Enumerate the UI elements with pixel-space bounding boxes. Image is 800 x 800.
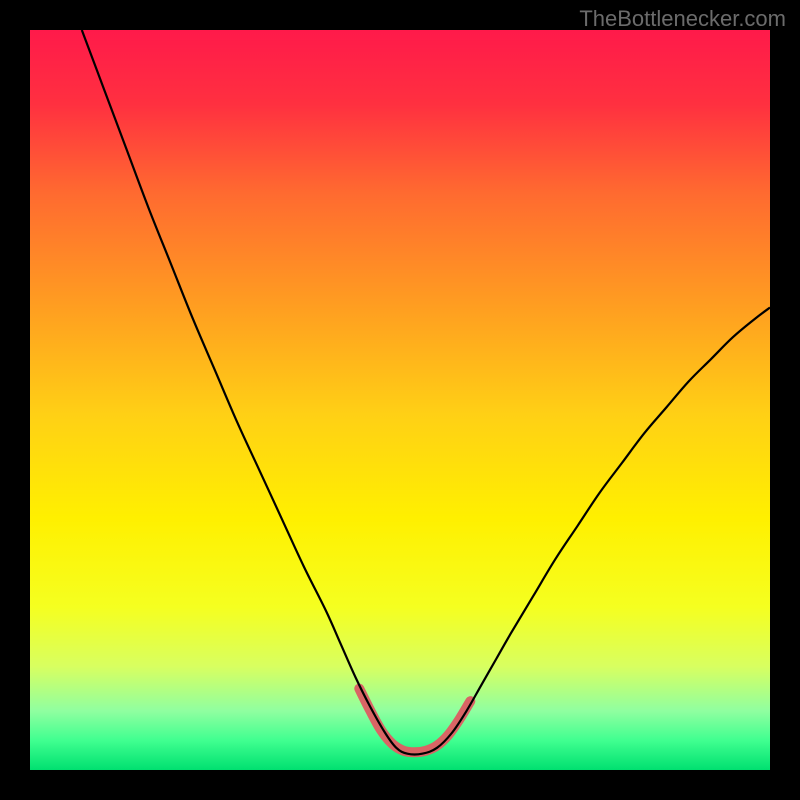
watermark-text: TheBottlenecker.com bbox=[579, 6, 786, 32]
plot-area bbox=[30, 30, 770, 770]
bottleneck-curve bbox=[82, 30, 770, 755]
curve-layer bbox=[30, 30, 770, 770]
chart-container: TheBottlenecker.com bbox=[0, 0, 800, 800]
bottleneck-highlight bbox=[359, 689, 470, 753]
